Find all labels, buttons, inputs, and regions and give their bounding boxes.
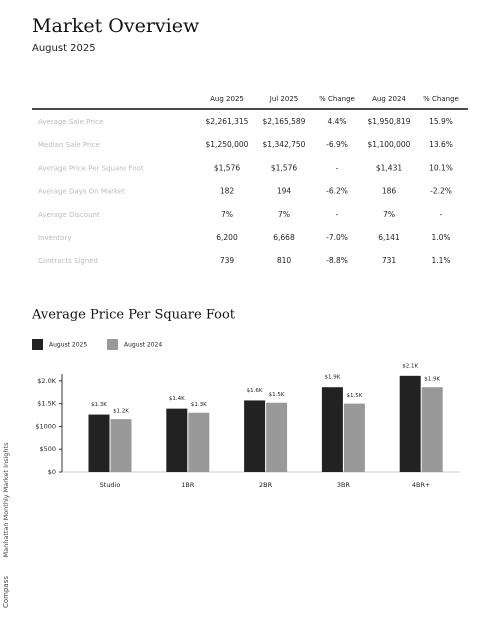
cell: $1,100,000 <box>368 140 411 149</box>
column-header: Jul 2025 <box>269 95 299 103</box>
cell: 1.1% <box>431 256 450 265</box>
x-tick-label: 1BR <box>181 481 195 489</box>
chart-title: Average Price Per Square Foot <box>31 308 236 323</box>
row-label: Average Sale Price <box>38 118 103 126</box>
cell: 13.6% <box>429 140 453 149</box>
cell: 7% <box>221 210 233 219</box>
x-tick-label: 2BR <box>259 481 273 489</box>
cell: $1,576 <box>214 163 240 172</box>
cell: -7.0% <box>326 233 348 242</box>
row-label: Average Price Per Square Foot <box>38 164 144 172</box>
cell: 810 <box>277 256 292 265</box>
column-header: % Change <box>423 95 459 103</box>
cell: 739 <box>220 256 235 265</box>
bar <box>321 387 343 472</box>
bar <box>343 403 365 472</box>
column-header: Aug 2024 <box>372 95 406 103</box>
cell: $1,342,750 <box>263 140 306 149</box>
cell: 6,200 <box>216 233 238 242</box>
cell: 182 <box>220 187 235 196</box>
row-label: Median Sale Price <box>38 141 100 149</box>
y-tick-label: $0 <box>48 468 56 476</box>
cell: 186 <box>382 187 397 196</box>
cell: 6,141 <box>378 233 400 242</box>
value-label: $1.3K <box>191 402 207 408</box>
cell: - <box>440 210 443 219</box>
sidebar-report: Manhattan Monthly Market Insights <box>2 442 10 558</box>
cell: 4.4% <box>327 117 346 126</box>
cell: 6,668 <box>273 233 295 242</box>
bar <box>88 414 110 472</box>
cell: $1,431 <box>376 163 402 172</box>
y-tick-label: $500 <box>39 445 56 453</box>
bar <box>266 402 288 472</box>
bar <box>110 419 132 472</box>
cell: 194 <box>277 187 292 196</box>
legend-label: August 2025 <box>49 342 87 349</box>
value-label: $1.5K <box>269 392 285 398</box>
value-label: $1.6K <box>247 388 263 394</box>
x-tick-label: 3BR <box>337 481 351 489</box>
cell: - <box>336 163 339 172</box>
cell: - <box>336 210 339 219</box>
value-label: $1.5K <box>346 393 362 399</box>
bar <box>421 387 443 472</box>
cell: 1.0% <box>431 233 450 242</box>
value-label: $2.1K <box>402 363 418 369</box>
column-header: % Change <box>319 95 355 103</box>
column-header: Aug 2025 <box>210 95 244 103</box>
bar <box>188 412 210 472</box>
y-tick-label: $1.5K <box>37 400 56 408</box>
cell: $2,261,315 <box>206 117 249 126</box>
cell: -2.2% <box>430 187 452 196</box>
bar <box>166 408 188 472</box>
x-tick-label: 4BR+ <box>412 481 431 489</box>
row-label: Contracts Signed <box>38 257 98 265</box>
value-label: $1.9K <box>424 377 440 383</box>
legend-swatch <box>107 339 118 350</box>
value-label: $1.4K <box>169 396 185 402</box>
bar <box>399 375 421 472</box>
cell: -6.9% <box>326 140 348 149</box>
cell: $1,250,000 <box>206 140 249 149</box>
bar <box>244 400 266 472</box>
value-label: $1.2K <box>113 409 129 415</box>
cell: 731 <box>382 256 397 265</box>
sidebar-brand: Compass <box>2 576 10 608</box>
cell: 7% <box>383 210 395 219</box>
legend-label: August 2024 <box>124 342 162 349</box>
cell: 10.1% <box>429 163 453 172</box>
x-tick-label: Studio <box>100 481 121 489</box>
row-label: Average Days On Market <box>38 188 125 196</box>
cell: -8.8% <box>326 256 348 265</box>
cell: $2,165,589 <box>263 117 306 126</box>
row-label: Inventory <box>38 234 71 242</box>
page-title: Market Overview <box>32 15 200 37</box>
cell: $1,950,819 <box>368 117 411 126</box>
value-label: $1.3K <box>91 402 107 408</box>
cell: -6.2% <box>326 187 348 196</box>
page-subtitle: August 2025 <box>32 43 96 54</box>
y-tick-label: $2.0K <box>37 377 56 385</box>
row-label: Average Discount <box>38 211 100 219</box>
value-label: $1.9K <box>324 375 340 381</box>
cell: 15.9% <box>429 117 453 126</box>
cell: $1,576 <box>271 163 297 172</box>
legend-swatch <box>32 339 43 350</box>
y-tick-label: $1000 <box>35 422 56 430</box>
cell: 7% <box>278 210 290 219</box>
